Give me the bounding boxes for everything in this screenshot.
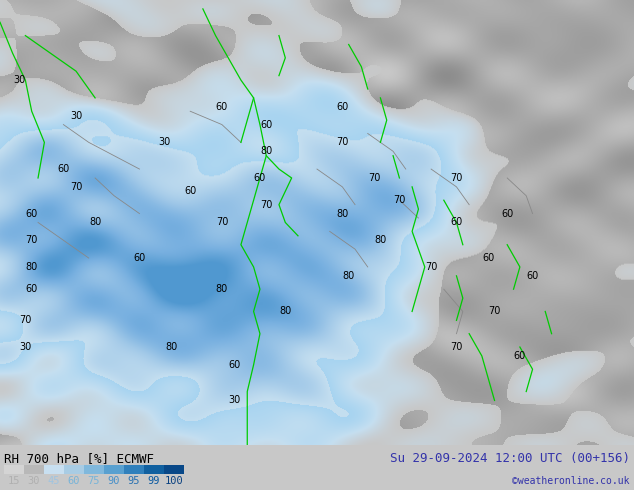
- Text: 60: 60: [133, 253, 146, 263]
- Text: 60: 60: [184, 186, 197, 196]
- Bar: [124, 465, 144, 474]
- Bar: [144, 465, 164, 474]
- Text: 30: 30: [28, 476, 40, 486]
- Text: 90: 90: [108, 476, 120, 486]
- Text: 80: 80: [279, 306, 292, 317]
- Text: 30: 30: [158, 137, 171, 147]
- Text: 80: 80: [336, 209, 349, 219]
- Text: 80: 80: [25, 262, 38, 272]
- Bar: [104, 465, 124, 474]
- Text: 70: 70: [216, 218, 228, 227]
- Bar: [84, 465, 104, 474]
- Text: 45: 45: [48, 476, 60, 486]
- Text: 30: 30: [13, 75, 25, 85]
- Text: 60: 60: [260, 120, 273, 129]
- Text: 80: 80: [89, 218, 101, 227]
- Bar: [4, 465, 24, 474]
- Text: 70: 70: [260, 199, 273, 210]
- Text: 70: 70: [368, 173, 380, 183]
- Text: 60: 60: [228, 360, 241, 370]
- Text: 60: 60: [25, 284, 38, 294]
- Text: 70: 70: [70, 182, 82, 192]
- Text: 75: 75: [87, 476, 100, 486]
- Text: 60: 60: [25, 209, 38, 219]
- Text: 60: 60: [514, 351, 526, 361]
- Bar: [164, 465, 184, 474]
- Text: 80: 80: [342, 271, 355, 281]
- Text: ©weatheronline.co.uk: ©weatheronline.co.uk: [512, 476, 630, 486]
- Text: 80: 80: [165, 342, 178, 352]
- Text: 70: 70: [450, 342, 463, 352]
- Text: 15: 15: [8, 476, 20, 486]
- Text: 80: 80: [260, 147, 273, 156]
- Text: Su 29-09-2024 12:00 UTC (00+156): Su 29-09-2024 12:00 UTC (00+156): [390, 452, 630, 465]
- Text: 95: 95: [127, 476, 140, 486]
- Text: 80: 80: [374, 235, 387, 245]
- Text: 70: 70: [19, 316, 32, 325]
- Text: 60: 60: [482, 253, 495, 263]
- Text: 60: 60: [336, 102, 349, 112]
- Text: 60: 60: [254, 173, 266, 183]
- Text: 30: 30: [19, 342, 32, 352]
- Text: 70: 70: [393, 195, 406, 205]
- Text: 60: 60: [57, 164, 70, 174]
- Text: 70: 70: [488, 306, 501, 317]
- Text: 30: 30: [70, 111, 82, 121]
- Text: 60: 60: [526, 271, 539, 281]
- Text: 30: 30: [228, 395, 241, 405]
- Text: 70: 70: [336, 137, 349, 147]
- Text: RH 700 hPa [%] ECMWF: RH 700 hPa [%] ECMWF: [4, 452, 154, 465]
- Text: 70: 70: [25, 235, 38, 245]
- Text: 100: 100: [165, 476, 183, 486]
- Bar: [64, 465, 84, 474]
- Text: 70: 70: [425, 262, 437, 272]
- Text: 60: 60: [501, 209, 514, 219]
- Text: 70: 70: [450, 173, 463, 183]
- Bar: [44, 465, 64, 474]
- Text: 99: 99: [148, 476, 160, 486]
- Text: 60: 60: [450, 218, 463, 227]
- Bar: [24, 465, 44, 474]
- Text: 80: 80: [216, 284, 228, 294]
- Text: 60: 60: [216, 102, 228, 112]
- Text: 60: 60: [68, 476, 81, 486]
